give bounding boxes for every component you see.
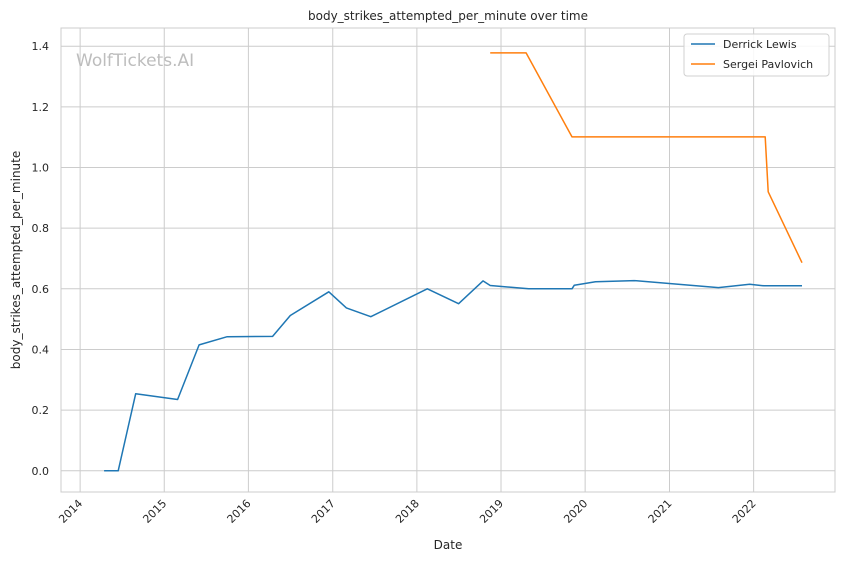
series-line-derrick-lewis bbox=[104, 279, 802, 472]
series-line-sergei-pavlovich bbox=[490, 52, 803, 264]
y-tick-label: 0.8 bbox=[32, 222, 50, 235]
chart-title: body_strikes_attempted_per_minute over t… bbox=[308, 9, 588, 23]
legend-label-derrick-lewis: Derrick Lewis bbox=[723, 38, 797, 51]
y-tick-label: 1.4 bbox=[32, 40, 50, 53]
y-axis-label: body_strikes_attempted_per_minute bbox=[9, 151, 23, 369]
y-tick-label: 1.2 bbox=[32, 101, 50, 114]
y-tick-label: 1.0 bbox=[32, 162, 50, 175]
x-axis-label: Date bbox=[434, 538, 463, 552]
legend-label-sergei-pavlovich: Sergei Pavlovich bbox=[723, 58, 813, 71]
y-tick-label: 0.4 bbox=[32, 343, 50, 356]
plot-frame bbox=[60, 27, 836, 493]
watermark: WolfTickets.AI bbox=[76, 51, 194, 71]
y-tick-label: 0.2 bbox=[32, 404, 50, 417]
legend: Derrick Lewis Sergei Pavlovich bbox=[683, 33, 830, 77]
y-tick-label: 0.0 bbox=[32, 465, 50, 478]
series-lines bbox=[104, 52, 803, 472]
y-tick-label: 0.6 bbox=[32, 283, 50, 296]
grid bbox=[61, 28, 835, 492]
legend-box bbox=[683, 33, 830, 77]
